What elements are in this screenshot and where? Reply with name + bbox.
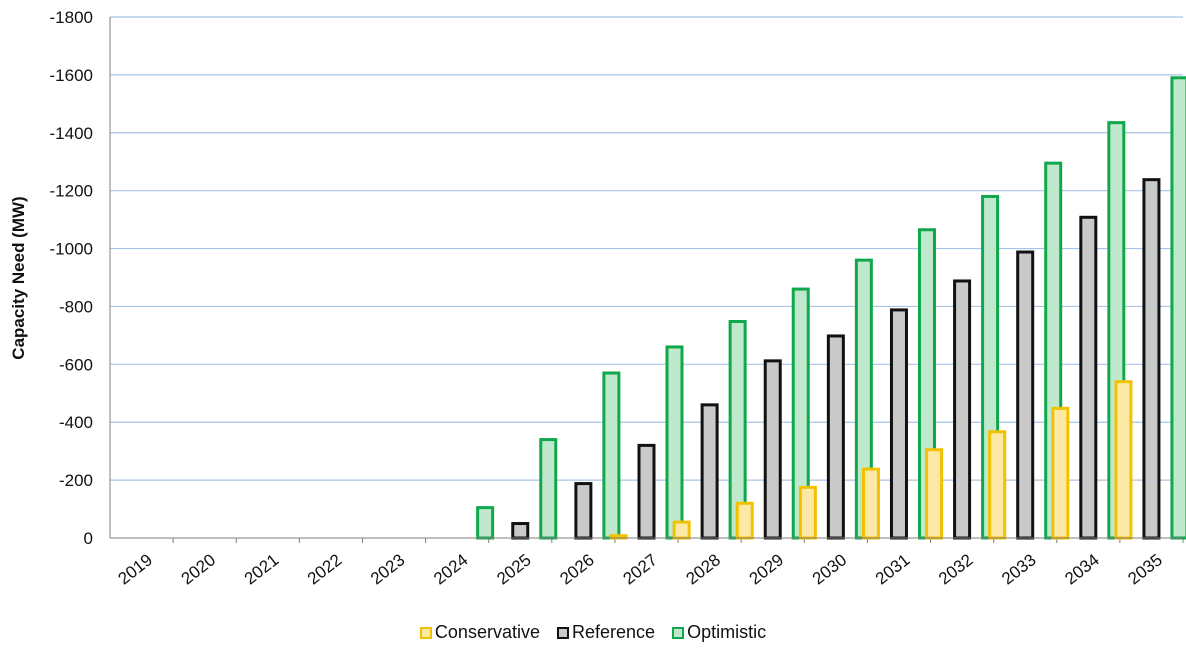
legend-swatch-conservative: [419, 626, 432, 639]
y-axis-title: Capacity Need (MW): [9, 196, 28, 359]
y-tick-label: -1000: [50, 240, 93, 259]
legend-label-optimistic: Optimistic: [687, 622, 767, 642]
x-axis-ticks: 2019 2020 2021 2022 2023 2024 2025 2026 2027 2028…: [115, 550, 1166, 588]
y-tick-label: -600: [59, 355, 93, 374]
x-tick-label: 2020: [178, 550, 220, 588]
gridlines: [110, 16, 1183, 481]
y-axis-ticks: 0 -200 -400 -600 -800 -1000 -1200 -1400 -1600 -18…: [50, 8, 93, 548]
bar-reference-2027: [637, 443, 656, 540]
x-tick-label: 2022: [304, 550, 346, 588]
bar-reference-2035: [1142, 178, 1161, 540]
x-tick-label: 2021: [241, 550, 283, 588]
legend-item-conservative: Conservative: [419, 622, 540, 643]
bar-reference-2028: [700, 403, 719, 540]
x-tick-label: 2028: [683, 550, 725, 588]
bar-optimistic-2035: [1170, 76, 1186, 540]
x-tick-label: 2019: [115, 550, 157, 588]
y-tick-label: -1200: [50, 182, 93, 201]
legend-swatch-optimistic: [672, 626, 685, 639]
x-tick-label: 2032: [935, 550, 977, 588]
x-tick-label: 2025: [493, 550, 535, 588]
legend-label-conservative: Conservative: [434, 622, 540, 642]
bar-reference-2032: [953, 279, 972, 540]
bars: [172, 76, 1186, 543]
legend-label-reference: Reference: [571, 622, 656, 642]
bar-conservative-2035: [1114, 380, 1133, 540]
x-tick-label: 2034: [1061, 550, 1103, 588]
capacity-need-chart: 0 -200 -400 -600 -800 -1000 -1200 -1400 -1600 -18…: [9, 8, 1186, 588]
legend-item-reference: Reference: [556, 622, 656, 643]
y-tick-label: -200: [59, 471, 93, 490]
y-tick-label: -1800: [50, 8, 93, 27]
bar-reference-2030: [826, 334, 845, 540]
x-tick-label: 2023: [367, 550, 409, 588]
y-tick-label: -1600: [50, 66, 93, 85]
bar-reference-2031: [889, 308, 908, 540]
x-tick-label: 2030: [809, 550, 851, 588]
legend-swatch-reference: [556, 626, 569, 639]
bar-optimistic-2024: [476, 506, 495, 540]
bar-conservative-2033: [988, 430, 1007, 540]
y-tick-label: -1400: [50, 124, 93, 143]
bar-conservative-2034: [1051, 406, 1070, 540]
bar-reference-2025: [511, 522, 530, 540]
bar-optimistic-2026: [602, 371, 621, 540]
bar-reference-2026: [574, 482, 593, 540]
y-tick-label: -400: [59, 413, 93, 432]
bar-reference-2034: [1079, 215, 1098, 540]
bar-conservative-2029: [735, 501, 754, 540]
x-tick-label: 2029: [746, 550, 788, 588]
bar-conservative-2032: [925, 448, 944, 540]
bar-conservative-2031: [861, 467, 880, 540]
x-tick-label: 2026: [556, 550, 598, 588]
bar-conservative-2028: [672, 520, 691, 540]
bar-optimistic-2027: [665, 345, 684, 540]
x-tick-label: 2027: [619, 550, 661, 588]
bar-reference-2029: [763, 359, 782, 540]
x-tick-label: 2031: [872, 550, 914, 588]
y-tick-label: 0: [84, 529, 93, 548]
x-tick-label: 2024: [430, 550, 472, 588]
x-tick-label: 2035: [1124, 550, 1166, 588]
legend-item-optimistic: Optimistic: [672, 622, 766, 643]
x-tick-label: 2033: [998, 550, 1040, 588]
y-tick-label: -800: [59, 297, 93, 316]
legend: Conservative Reference Optimistic: [0, 622, 1186, 644]
bar-optimistic-2025: [539, 438, 558, 540]
bar-reference-2033: [1016, 250, 1035, 540]
bar-conservative-2030: [798, 485, 817, 540]
